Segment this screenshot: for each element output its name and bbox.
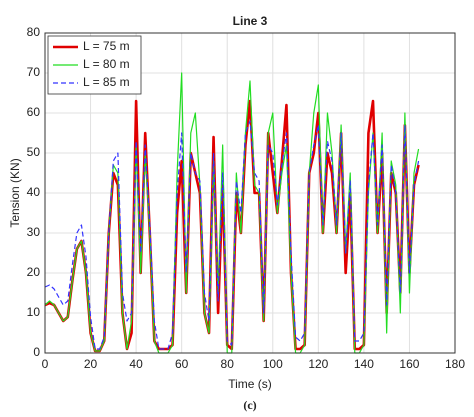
y-tick-label: 80 [27,25,41,39]
y-tick-label: 50 [27,145,41,159]
x-tick-label: 80 [221,357,235,371]
plot-frame [44,32,456,354]
y-tick-label: 40 [27,185,41,199]
x-tick-label: 180 [445,357,465,371]
caption: (c) [243,398,256,412]
y-tick-label: 10 [27,305,41,319]
x-tick-label: 160 [399,357,419,371]
legend-label: L = 75 m [83,39,130,53]
data-line [44,120,420,350]
x-tick-label: 20 [84,357,98,371]
y-tick-label: 30 [27,225,41,239]
x-tick-label: 140 [354,357,374,371]
x-tick-label: 0 [42,357,49,371]
y-tick-label: 20 [27,265,41,279]
y-tick-label: 70 [27,65,41,79]
x-tick-label: 100 [263,357,283,371]
legend-label: L = 80 m [83,57,130,71]
x-tick-label: 40 [129,357,143,371]
y-tick-label: 60 [27,105,41,119]
y-tick-label: 0 [33,345,40,359]
x-tick-label: 60 [175,357,189,371]
x-axis-label: Time (s) [228,377,272,391]
y-axis-label: Tension (KN) [8,158,22,227]
x-tick-label: 120 [308,357,328,371]
chart-title: Line 3 [233,14,268,28]
legend-label: L = 85 m [83,75,130,89]
